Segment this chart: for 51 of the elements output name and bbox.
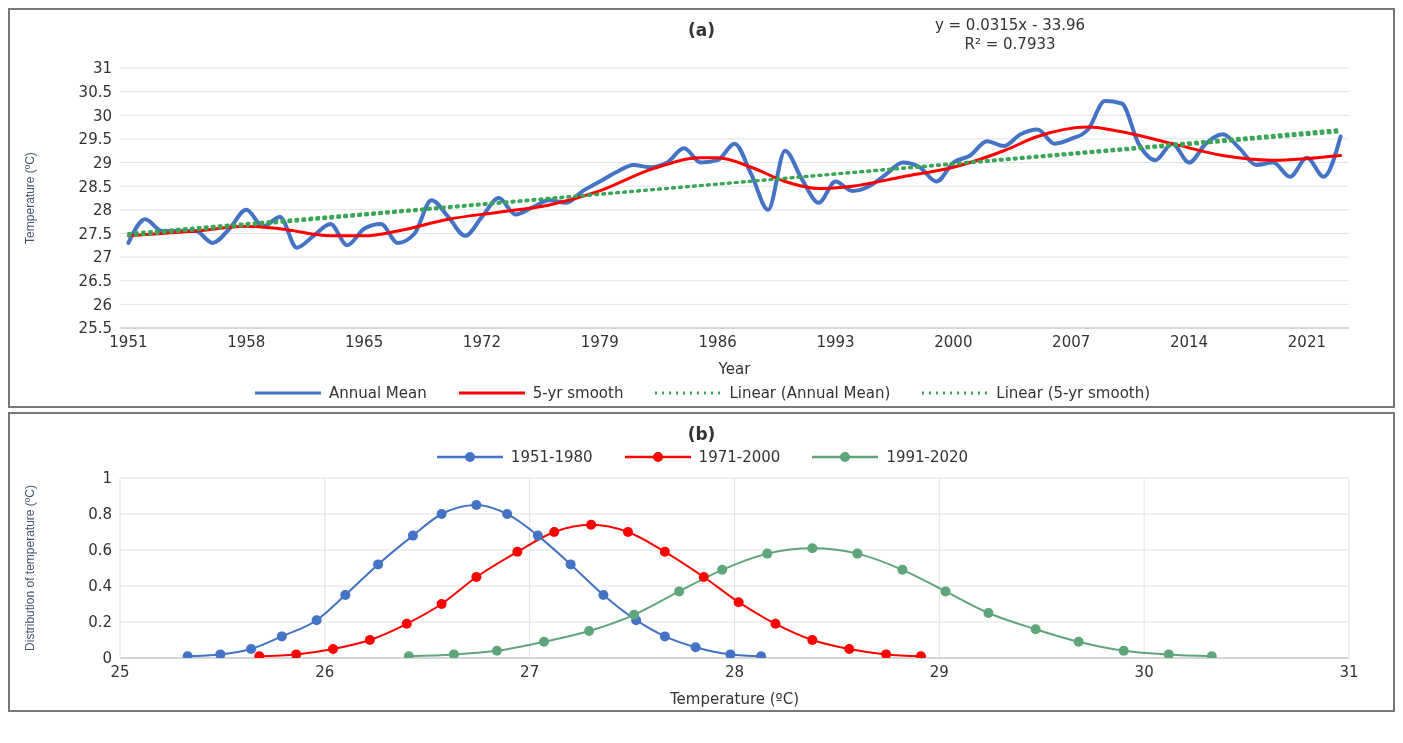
legend-label: 1971-2000 — [698, 448, 781, 466]
legend-label: Annual Mean — [328, 384, 427, 402]
x-tick-label: 31 — [1339, 662, 1359, 681]
x-tick-label: 2014 — [1169, 332, 1209, 351]
y-tick-label: 30.5 — [78, 82, 112, 101]
legend-label: 1951-1980 — [510, 448, 593, 466]
x-tick-label: 27 — [520, 662, 540, 681]
y-tick-label: 0.2 — [88, 613, 112, 632]
y-tick-label: 27.5 — [78, 224, 112, 243]
y-tick-label: 0.6 — [88, 541, 112, 560]
y-tick-label: 31 — [92, 59, 112, 78]
x-tick-label: 1951 — [109, 332, 148, 351]
y-tick-label: 0.8 — [88, 505, 112, 524]
x-tick-label: 29 — [929, 662, 949, 681]
y-tick-label: 0 — [102, 649, 112, 668]
y-tick-label: 29.5 — [78, 130, 112, 149]
x-tick-label: 1979 — [580, 332, 619, 351]
y-tick-label: 27 — [92, 248, 112, 267]
y-tick-label: 30 — [92, 106, 112, 125]
text: R² = 0.7933 — [963, 35, 1057, 54]
x-tick-label: 1986 — [698, 332, 737, 351]
x-tick-label: 25 — [110, 662, 130, 681]
chart-title: (a) — [687, 20, 715, 40]
x-tick-label: 1965 — [345, 332, 384, 351]
y-tick-label: 29 — [92, 153, 112, 172]
y-tick-label: 28 — [92, 201, 112, 220]
text: y = 0.0315x - 33.96 — [933, 16, 1087, 35]
legend-label: 1991-2020 — [886, 448, 969, 466]
legend-label: Linear (5-yr smooth) — [996, 384, 1151, 402]
x-tick-label: 26 — [315, 662, 335, 681]
x-axis-title: Year — [717, 360, 752, 378]
legend-label: 5-yr smooth — [532, 384, 624, 402]
y-axis-title: Temperature (ºC) — [23, 152, 38, 244]
x-tick-label: 1993 — [816, 332, 855, 351]
y-tick-label: 26.5 — [78, 272, 112, 291]
y-axis-title: Distribution of temperature (ºC) — [23, 485, 38, 651]
x-tick-label: 28 — [724, 662, 745, 681]
y-tick-label: 26 — [92, 295, 112, 314]
y-tick-label: 0.4 — [88, 577, 112, 596]
x-tick-label: 2000 — [934, 332, 973, 351]
x-tick-label: 1972 — [462, 332, 502, 351]
y-tick-label: 1 — [102, 469, 112, 488]
legend-label: Linear (Annual Mean) — [729, 384, 891, 402]
x-axis-title: Temperature (ºC) — [668, 690, 800, 708]
x-tick-label: 1958 — [227, 332, 266, 351]
x-tick-label: 2007 — [1052, 332, 1091, 351]
x-tick-label: 2021 — [1287, 332, 1326, 351]
y-tick-label: 25.5 — [78, 319, 112, 338]
chart-title: (b) — [686, 424, 717, 444]
x-tick-label: 30 — [1134, 662, 1154, 681]
y-tick-label: 28.5 — [78, 177, 112, 196]
